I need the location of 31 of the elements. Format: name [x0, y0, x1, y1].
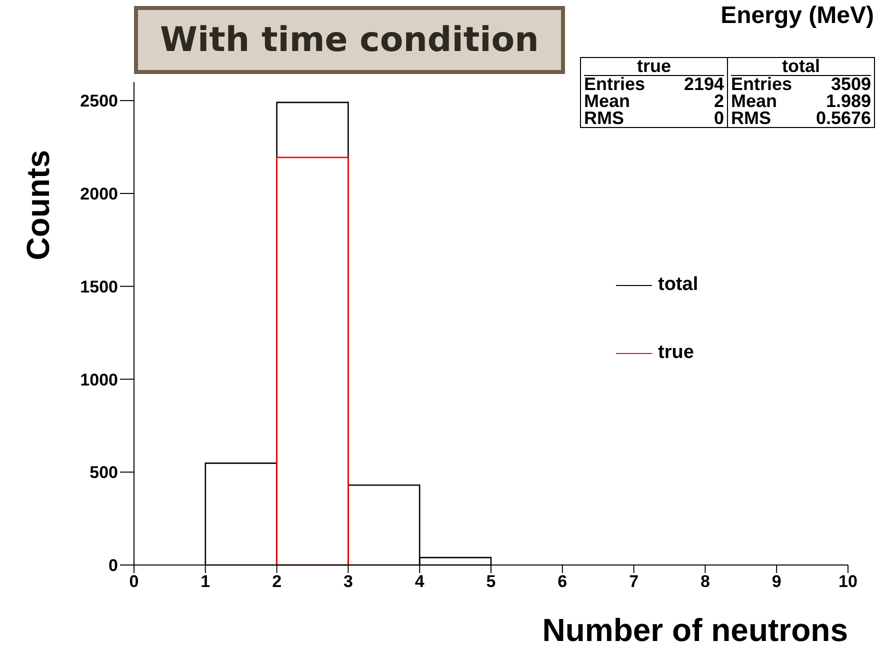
x-tick-label: 10	[838, 572, 858, 592]
y-tick-label: 1500	[80, 277, 118, 296]
x-tick-label: 9	[772, 572, 782, 592]
text: Energy (MeV)	[720, 2, 874, 30]
legend-label: total	[658, 274, 698, 296]
y-tick-label: 2000	[80, 184, 118, 204]
x-tick-label: 1	[200, 572, 210, 592]
x-tick-label: 8	[700, 572, 710, 592]
x-tick-label: 6	[558, 572, 568, 592]
text: Mean 1.989	[731, 91, 871, 111]
text: Mean 2	[584, 91, 724, 111]
legend-label: true	[658, 342, 694, 364]
x-tick-label: 5	[486, 572, 496, 592]
x-tick-label: 7	[629, 572, 639, 592]
x-axis-title: Number of neutrons	[542, 612, 848, 648]
y-tick-label: 500	[90, 463, 118, 482]
text: RMS 0.5676	[731, 108, 871, 128]
x-tick-label: 0	[129, 572, 139, 592]
x-tick-label: 2	[272, 572, 282, 592]
chart-title: With time condition	[134, 6, 565, 74]
y-axis-title: Counts	[20, 150, 57, 260]
x-tick-label: 3	[343, 572, 353, 592]
y-tick-label: 1000	[80, 370, 118, 390]
x-tick-label: 4	[414, 572, 425, 592]
y-tick-label: 0	[108, 556, 118, 576]
text: total	[782, 56, 820, 76]
text: true	[636, 56, 671, 76]
text: Entries 2194	[584, 74, 724, 94]
text: RMS 0	[584, 108, 724, 128]
y-tick-label: 2500	[80, 92, 118, 111]
text: Entries 3509	[731, 74, 871, 94]
